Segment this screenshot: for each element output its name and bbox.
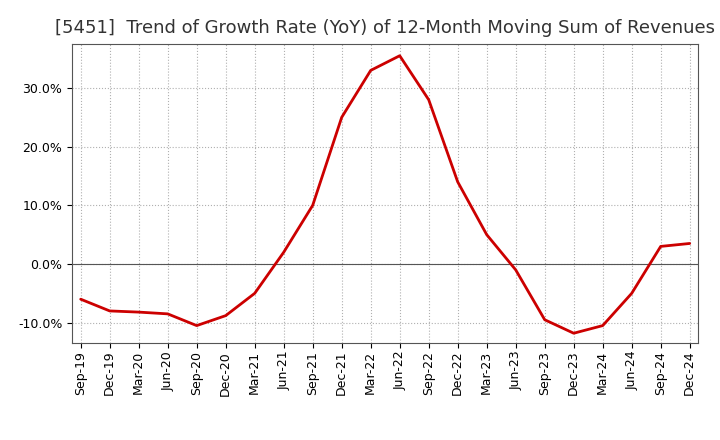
Title: [5451]  Trend of Growth Rate (YoY) of 12-Month Moving Sum of Revenues: [5451] Trend of Growth Rate (YoY) of 12-… [55,19,715,37]
